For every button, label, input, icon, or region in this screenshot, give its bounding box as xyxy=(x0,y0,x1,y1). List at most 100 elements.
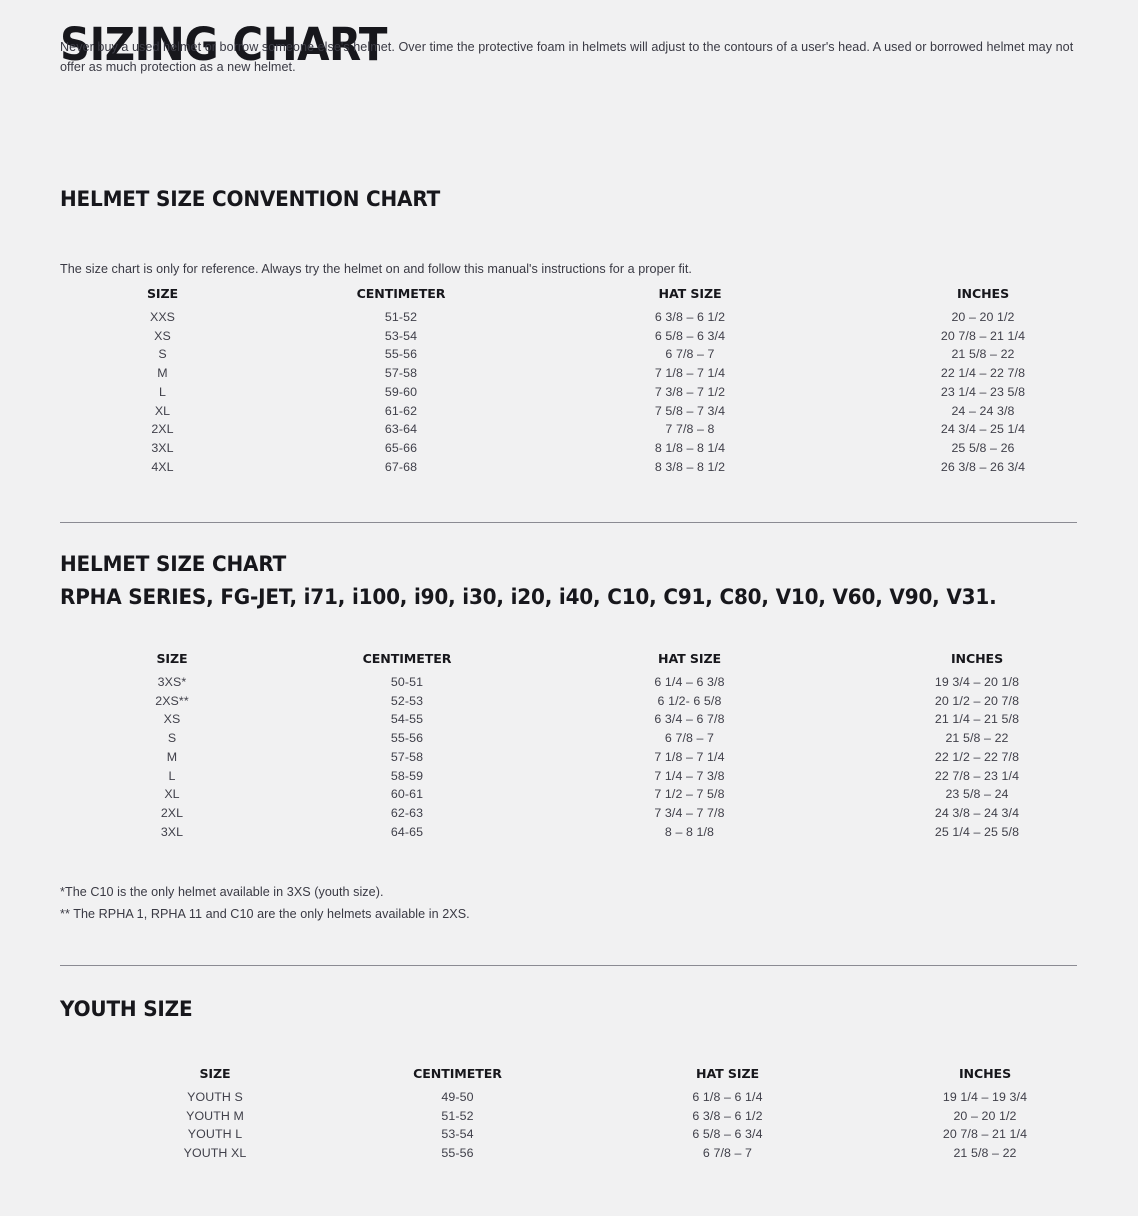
cell-cm: 53-54 xyxy=(384,328,418,343)
cell-cm: 51-52 xyxy=(441,1108,474,1123)
cell-cm: 55-56 xyxy=(441,1146,474,1161)
cell-hat: 7 1/8 – 7 1/4 xyxy=(654,366,726,381)
cell-size: L xyxy=(168,768,176,783)
cell-cm: 59-60 xyxy=(384,384,418,399)
cell-hat: 6 7/8 – 7 xyxy=(702,1146,753,1161)
cell-inches: 22 7/8 – 23 1/4 xyxy=(934,768,1020,783)
cell-size: 3XL xyxy=(151,440,174,455)
cell-hat: 7 1/8 – 7 1/4 xyxy=(654,749,725,764)
table-row: S 55-56 6 7/8 – 7 21 5/8 – 22 xyxy=(72,729,1117,748)
table-row: YOUTH XL 55-56 6 7/8 – 7 21 5/8 – 22 xyxy=(110,1144,1110,1163)
column-header-hat-size: HAT SIZE xyxy=(696,1066,759,1081)
cell-inches: 26 3/8 – 26 3/4 xyxy=(940,459,1026,474)
table-row: 4XL 67-68 8 3/8 – 8 1/2 26 3/8 – 26 3/4 xyxy=(60,458,1123,477)
table-row: 3XL 64-65 8 – 8 1/8 25 1/4 – 25 5/8 xyxy=(72,823,1117,842)
table-row: 2XS** 52-53 6 1/2- 6 5/8 20 1/2 – 20 7/8 xyxy=(72,692,1117,711)
cell-size: YOUTH L xyxy=(187,1127,243,1142)
table-row: 3XL 65-66 8 1/8 – 8 1/4 25 5/8 – 26 xyxy=(60,439,1123,458)
cell-hat: 6 1/4 – 6 3/8 xyxy=(654,675,725,689)
helmet-size-convention-table: SIZE CENTIMETER HAT SIZE INCHES XXS 51-5… xyxy=(60,286,1123,476)
helmet-size-chart-table: SIZE CENTIMETER HAT SIZE INCHES 3XS* 50-… xyxy=(72,651,1117,841)
cell-inches: 20 7/8 – 21 1/4 xyxy=(942,1127,1028,1142)
table-row: YOUTH M 51-52 6 3/8 – 6 1/2 20 – 20 1/2 xyxy=(110,1107,1110,1126)
table-row: XS 54-55 6 3/4 – 6 7/8 21 1/4 – 21 5/8 xyxy=(72,710,1117,729)
cell-cm: 49-50 xyxy=(441,1090,474,1104)
cell-inches: 20 7/8 – 21 1/4 xyxy=(940,328,1026,343)
cell-size: 2XS** xyxy=(155,693,189,708)
cell-inches: 19 1/4 – 19 3/4 xyxy=(942,1090,1028,1104)
column-header-centimeter: CENTIMETER xyxy=(356,286,446,301)
cell-inches: 25 1/4 – 25 5/8 xyxy=(934,824,1020,839)
cell-size: YOUTH S xyxy=(187,1090,243,1104)
table-row: XL 61-62 7 5/8 – 7 3/4 24 – 24 3/8 xyxy=(60,402,1123,421)
page-title: SIZING CHART xyxy=(60,18,388,71)
cell-size: M xyxy=(166,749,178,764)
table-row: YOUTH L 53-54 6 5/8 – 6 3/4 20 7/8 – 21 … xyxy=(110,1125,1110,1144)
cell-inches: 25 5/8 – 26 xyxy=(951,440,1015,455)
cell-inches: 20 – 20 1/2 xyxy=(953,1108,1017,1123)
page-title-block: SIZING CHART xyxy=(60,0,412,67)
series-section-heading-line2: RPHA SERIES, FG-JET, i71, i100, i90, i30… xyxy=(60,585,997,611)
cell-cm: 51-52 xyxy=(384,310,418,324)
column-header-centimeter: CENTIMETER xyxy=(362,651,452,666)
column-header-inches: INCHES xyxy=(958,1066,1012,1081)
cell-size: 2XL xyxy=(160,805,184,820)
column-header-hat-size: HAT SIZE xyxy=(658,651,721,666)
cell-inches: 20 1/2 – 20 7/8 xyxy=(934,693,1020,708)
cell-hat: 6 3/8 – 6 1/2 xyxy=(654,310,726,324)
cell-hat: 7 7/8 – 8 xyxy=(665,422,715,437)
cell-size: 4XL xyxy=(151,459,174,474)
table-row: M 57-58 7 1/8 – 7 1/4 22 1/2 – 22 7/8 xyxy=(72,748,1117,767)
cell-hat: 8 – 8 1/8 xyxy=(664,824,715,839)
table-row: XL 60-61 7 1/2 – 7 5/8 23 5/8 – 24 xyxy=(72,785,1117,804)
series-table-block: SIZE CENTIMETER HAT SIZE INCHES 3XS* 50-… xyxy=(60,651,1117,841)
cell-hat: 6 3/8 – 6 1/2 xyxy=(692,1108,763,1123)
series-section-heading-line1: HELMET SIZE CHART xyxy=(60,552,287,577)
cell-size: YOUTH M xyxy=(186,1108,244,1123)
cell-size: S xyxy=(158,347,167,362)
youth-section-heading: YOUTH SIZE xyxy=(60,997,193,1022)
cell-hat: 6 1/2- 6 5/8 xyxy=(657,693,722,708)
section-divider xyxy=(60,522,1077,523)
cell-cm: 52-53 xyxy=(390,693,424,708)
table-header-row: SIZE CENTIMETER HAT SIZE INCHES xyxy=(72,651,1117,673)
cell-cm: 50-51 xyxy=(390,675,424,689)
cell-cm: 61-62 xyxy=(384,403,418,418)
table-row: L 59-60 7 3/8 – 7 1/2 23 1/4 – 23 5/8 xyxy=(60,383,1123,402)
cell-hat: 7 5/8 – 7 3/4 xyxy=(654,403,726,418)
cell-size: L xyxy=(159,384,166,399)
column-header-size: SIZE xyxy=(156,651,188,666)
cell-cm: 65-66 xyxy=(384,440,418,455)
cell-inches: 21 1/4 – 21 5/8 xyxy=(934,712,1020,727)
cell-cm: 60-61 xyxy=(390,787,424,802)
cell-size: S xyxy=(167,731,177,746)
table-header-row: SIZE CENTIMETER HAT SIZE INCHES xyxy=(110,1066,1110,1088)
table-row: XS 53-54 6 5/8 – 6 3/4 20 7/8 – 21 1/4 xyxy=(60,327,1123,346)
table-row: YOUTH S 49-50 6 1/8 – 6 1/4 19 1/4 – 19 … xyxy=(110,1088,1110,1107)
cell-inches: 19 3/4 – 20 1/8 xyxy=(934,675,1020,689)
cell-hat: 6 5/8 – 6 3/4 xyxy=(654,328,726,343)
table-row: 2XL 62-63 7 3/4 – 7 7/8 24 3/8 – 24 3/4 xyxy=(72,804,1117,823)
section-divider xyxy=(60,965,1077,966)
cell-hat: 7 3/4 – 7 7/8 xyxy=(654,805,725,820)
convention-section-heading: HELMET SIZE CONVENTION CHART xyxy=(60,187,441,212)
series-footnotes-block: *The C10 is the only helmet available in… xyxy=(60,881,470,925)
table-header-row: SIZE CENTIMETER HAT SIZE INCHES xyxy=(60,286,1123,308)
cell-size: 2XL xyxy=(151,422,174,437)
convention-note-block: The size chart is only for reference. Al… xyxy=(60,260,692,280)
cell-cm: 54-55 xyxy=(390,712,424,727)
cell-size: XL xyxy=(154,403,171,418)
cell-size: XXS xyxy=(149,310,176,324)
footnote-2xs: ** The RPHA 1, RPHA 11 and C10 are the o… xyxy=(60,907,470,922)
cell-hat: 7 1/4 – 7 3/8 xyxy=(654,768,725,783)
cell-inches: 24 3/4 – 25 1/4 xyxy=(940,422,1026,437)
cell-size: M xyxy=(157,366,168,381)
cell-size: XS xyxy=(163,712,181,727)
youth-section-heading-block: YOUTH SIZE xyxy=(60,993,202,1026)
column-header-hat-size: HAT SIZE xyxy=(658,286,722,301)
cell-size: XS xyxy=(154,328,171,343)
cell-size: YOUTH XL xyxy=(183,1146,247,1161)
cell-cm: 57-58 xyxy=(384,366,418,381)
cell-inches: 21 5/8 – 22 xyxy=(945,731,1009,746)
